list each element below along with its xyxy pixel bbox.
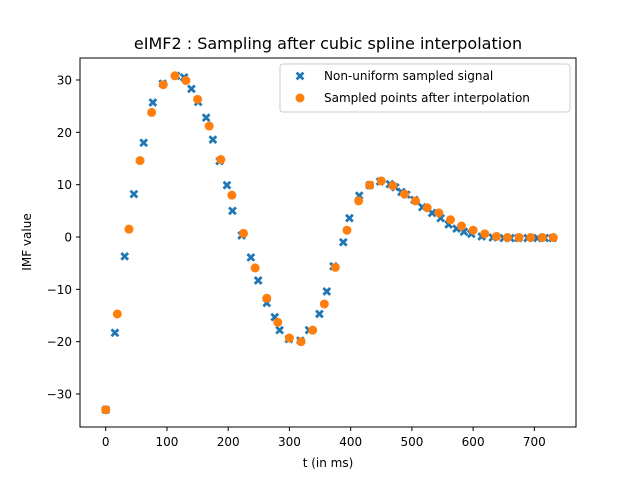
data-point-circle (158, 80, 168, 90)
legend-circle-symbol (295, 93, 305, 103)
data-point-circle (365, 180, 375, 190)
data-point-x-marker (275, 325, 285, 335)
y-tick-label: 0 (64, 231, 72, 245)
data-point-circle (319, 299, 329, 309)
data-point-x-marker (148, 98, 158, 107)
x-axis-label: t (in ms) (303, 456, 354, 470)
data-point-circle (514, 233, 524, 243)
legend-marker-circle (295, 93, 305, 103)
data-point-circle (502, 233, 512, 243)
legend: Non-uniform sampled signal Sampled point… (279, 63, 571, 113)
data-point-circle (456, 221, 466, 231)
data-point-circle (526, 233, 536, 243)
data-point-circle (422, 203, 432, 213)
data-point-circle (273, 317, 283, 327)
legend-label-1: Sampled points after interpolation (324, 91, 530, 105)
data-point-circle (170, 71, 180, 81)
data-point-circle (330, 262, 340, 272)
data-point-circle (376, 176, 386, 186)
plot-area (80, 58, 576, 427)
data-point-circle (204, 121, 214, 131)
data-point-x-marker (228, 206, 237, 216)
data-point-x-marker (129, 189, 139, 199)
data-point-x-marker (338, 237, 348, 247)
x-tick-label: 700 (523, 435, 546, 449)
data-point-x-marker (222, 180, 232, 190)
data-point-circle (112, 309, 122, 319)
data-point-circle (124, 224, 134, 234)
data-point-x-marker (120, 251, 130, 261)
data-point-x-marker (187, 84, 196, 94)
data-point-circle (308, 325, 318, 335)
legend-box (279, 63, 571, 113)
legend-marker-x (295, 71, 305, 81)
chart-title: eIMF2 : Sampling after cubic spline inte… (134, 34, 522, 53)
data-point-circle (548, 233, 558, 243)
data-point-circle (193, 94, 203, 104)
data-point-circle (491, 231, 501, 241)
x-tick-label: 100 (155, 435, 178, 449)
data-point-x-marker (139, 138, 149, 148)
data-point-x-marker (322, 287, 332, 296)
x-tick-label: 300 (278, 435, 301, 449)
data-point-circle (480, 229, 490, 239)
data-point-x-marker (110, 328, 120, 338)
plot-frame (79, 57, 577, 428)
data-point-circle (284, 333, 294, 343)
data-point-circle (147, 107, 157, 117)
data-point-x-marker (208, 135, 218, 145)
data-point-circle (400, 189, 410, 199)
x-tick-label: 600 (462, 435, 485, 449)
y-tick-label: −10 (47, 283, 72, 297)
y-axis-ticks: −30 −20 −10 0 10 20 30 (47, 73, 80, 402)
legend-x-symbol (295, 71, 305, 81)
series-interpolated-points (101, 71, 558, 415)
data-point-circle (296, 337, 306, 347)
data-point-x-marker (315, 309, 324, 319)
x-tick-label: 500 (400, 435, 423, 449)
data-point-circle (262, 293, 272, 303)
data-point-circle (238, 228, 248, 238)
y-tick-label: 20 (57, 126, 72, 140)
data-point-circle (342, 225, 352, 235)
data-point-x-marker (246, 253, 256, 262)
data-point-x-marker (253, 276, 263, 285)
data-point-circle (101, 405, 111, 415)
data-point-circle (354, 196, 364, 206)
data-point-circle (216, 155, 226, 165)
data-point-circle (135, 156, 145, 166)
data-point-circle (434, 208, 444, 218)
x-tick-label: 200 (217, 435, 240, 449)
x-tick-label: 0 (102, 435, 110, 449)
data-point-circle (181, 76, 191, 86)
data-point-x-marker (345, 213, 354, 223)
data-point-circle (388, 181, 398, 191)
y-tick-label: 30 (57, 73, 72, 87)
x-tick-label: 400 (339, 435, 362, 449)
y-tick-label: 10 (57, 178, 72, 192)
data-point-x-marker (201, 113, 211, 123)
data-point-circle (227, 190, 237, 200)
y-axis-label: IMF value (20, 213, 34, 270)
y-tick-label: −20 (47, 335, 72, 349)
x-axis-ticks: 0 100 200 300 400 500 600 700 (102, 427, 546, 449)
data-point-circle (537, 233, 547, 243)
data-point-circle (468, 225, 478, 235)
data-point-circle (411, 196, 421, 206)
data-point-circle (445, 215, 455, 225)
legend-label-0: Non-uniform sampled signal (324, 69, 493, 83)
data-point-circle (250, 263, 260, 273)
y-tick-label: −30 (47, 388, 72, 402)
